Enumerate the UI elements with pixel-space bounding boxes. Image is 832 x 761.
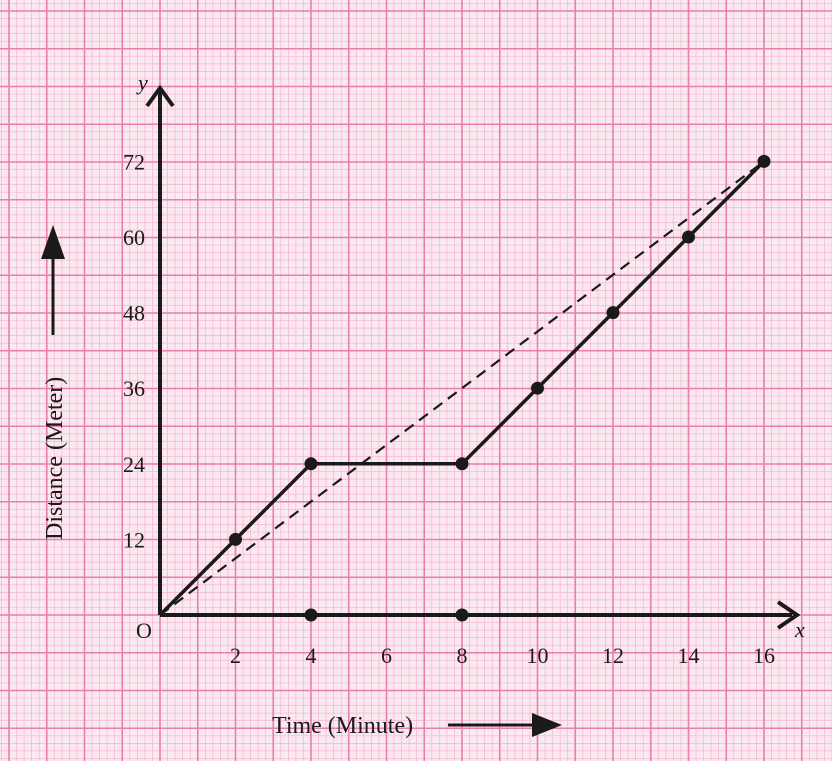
x-tick-label: 14 (678, 643, 700, 668)
x-tick-label: 12 (602, 643, 624, 668)
data-point (757, 154, 771, 168)
distance-time-line (158, 160, 766, 617)
x-tick-labels: 2 4 6 8 10 12 14 16 (230, 643, 775, 668)
x-tick-label: 2 (230, 643, 241, 668)
axis-point (455, 608, 469, 622)
x-tick-label: 4 (306, 643, 317, 668)
y-tick-label: 60 (123, 225, 145, 250)
x-tick-label: 6 (381, 643, 392, 668)
data-point (531, 381, 544, 395)
y-tick-labels: 12 24 36 48 60 72 (123, 149, 145, 552)
y-axis-arrowhead (145, 84, 175, 108)
x-axis-letter: x (794, 617, 805, 642)
data-point (455, 457, 469, 471)
x-axis-arrowhead (776, 600, 801, 630)
data-point (682, 230, 695, 244)
axis-point (304, 608, 318, 622)
y-tick-label: 12 (123, 527, 145, 552)
axes (145, 84, 801, 630)
y-axis-title-arrow (41, 225, 65, 335)
y-axis-title: Distance (Meter) (42, 377, 68, 540)
points-layer (229, 154, 771, 622)
data-point (229, 532, 242, 546)
series-layer (158, 160, 766, 617)
x-tick-label: 8 (457, 643, 468, 668)
y-tick-label: 48 (123, 301, 145, 326)
origin-label: O (136, 618, 152, 643)
data-point (606, 306, 620, 320)
y-axis-letter: y (136, 70, 148, 95)
x-axis-title: Time (Minute) (272, 713, 413, 739)
y-tick-label: 36 (123, 376, 145, 401)
x-tick-label: 16 (753, 643, 775, 668)
y-tick-label: 24 (123, 452, 145, 477)
y-tick-label: 72 (123, 149, 145, 174)
data-point (304, 457, 318, 471)
x-tick-label: 10 (527, 643, 549, 668)
x-axis-title-arrow (448, 713, 562, 737)
